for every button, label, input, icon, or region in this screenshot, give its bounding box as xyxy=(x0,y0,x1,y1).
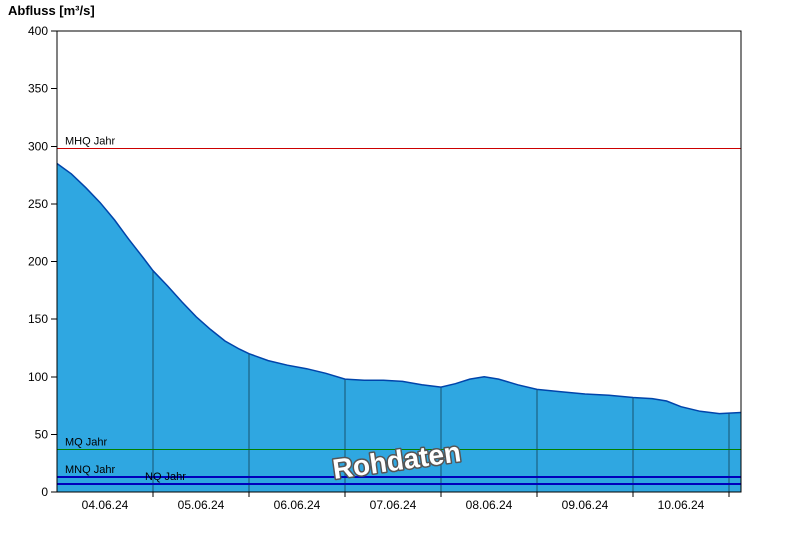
y-tick-label: 200 xyxy=(28,255,48,269)
reference-line-label-mnq-jahr: MNQ Jahr xyxy=(65,464,115,476)
x-tick-label: 10.06.24 xyxy=(658,498,705,512)
y-axis-title: Abfluss [m³/s] xyxy=(8,3,95,18)
discharge-area-series xyxy=(57,163,741,492)
y-tick-label: 50 xyxy=(35,427,49,441)
discharge-line xyxy=(56,162,742,415)
x-tick-label: 04.06.24 xyxy=(82,498,129,512)
x-tick-label: 08.06.24 xyxy=(466,498,513,512)
x-tick-label: 05.06.24 xyxy=(178,498,225,512)
y-tick-label: 250 xyxy=(28,197,48,211)
y-tick-label: 0 xyxy=(41,485,48,499)
y-tick-label: 150 xyxy=(28,312,48,326)
y-tick-label: 300 xyxy=(28,139,48,153)
reference-line-label-nq-jahr: NQ Jahr xyxy=(145,471,186,483)
y-tick-label: 100 xyxy=(28,370,48,384)
y-tick-label: 400 xyxy=(28,24,48,38)
x-tick-label: 06.06.24 xyxy=(274,498,321,512)
y-tick-label: 350 xyxy=(28,82,48,96)
x-tick-label: 07.06.24 xyxy=(370,498,417,512)
reference-line-label-mq-jahr: MQ Jahr xyxy=(65,436,108,448)
x-tick-label: 09.06.24 xyxy=(562,498,609,512)
reference-line-label-mhq-jahr: MHQ Jahr xyxy=(65,136,115,148)
